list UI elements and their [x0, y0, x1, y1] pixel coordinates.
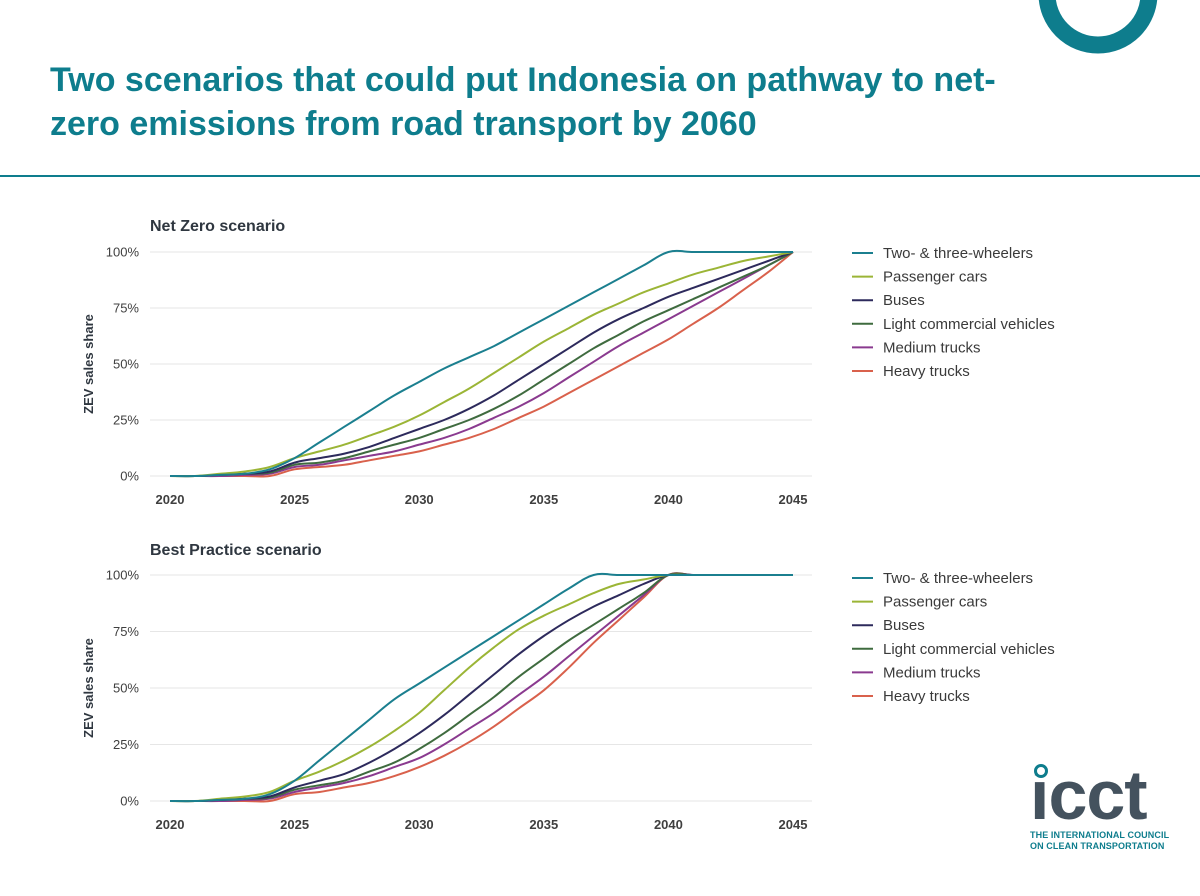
- series-line-2: [169, 251, 794, 478]
- legend-label: Two- & three-wheelers: [883, 570, 1033, 587]
- legend-label: Heavy trucks: [883, 363, 970, 380]
- chart-net-zero: Net Zero scenario 0% 25% 50% 75% 100% 2020 2025…: [81, 218, 1055, 507]
- y-tick-label: 0%: [120, 794, 139, 809]
- y-tick-label: 100%: [106, 245, 140, 260]
- x-tick-label: 2045: [779, 817, 808, 832]
- series-line-6: [169, 572, 793, 803]
- y-tick-label: 75%: [113, 301, 139, 316]
- logo-line-2: ON CLEAN TRANSPORTATION: [1030, 841, 1165, 851]
- logo-dot-icon: [1034, 764, 1048, 778]
- chart-title: Best Practice scenario: [150, 542, 322, 559]
- legend-label: Light commercial vehicles: [883, 641, 1055, 658]
- legend-label: Passenger cars: [883, 594, 987, 611]
- page-title: Two scenarios that could put Indonesia o…: [50, 61, 996, 143]
- series-line-1: [169, 249, 793, 478]
- series-line-5: [169, 251, 794, 478]
- legend-label: Buses: [883, 617, 925, 634]
- y-tick-label: 25%: [113, 413, 139, 428]
- chart-best-practice: Best Practice scenario 0% 25% 50% 75% 100% 202…: [81, 542, 1055, 832]
- x-tick-label: 2025: [280, 492, 309, 507]
- y-tick-label: 50%: [113, 357, 139, 372]
- legend-label: Buses: [883, 292, 925, 309]
- x-tick-label: 2030: [405, 492, 434, 507]
- x-tick-label: 2020: [156, 817, 185, 832]
- y-tick-label: 75%: [113, 624, 139, 639]
- y-axis-label: ZEV sales share: [81, 638, 96, 738]
- legend-label: Two- & three-wheelers: [883, 245, 1033, 262]
- legend-label: Passenger cars: [883, 269, 987, 286]
- x-tick-label: 2035: [529, 492, 558, 507]
- y-tick-label: 0%: [120, 469, 139, 484]
- series-line-6: [169, 251, 794, 478]
- y-tick-label: 100%: [106, 568, 140, 583]
- legend-label: Medium trucks: [883, 339, 981, 356]
- legend-label: Light commercial vehicles: [883, 316, 1055, 333]
- y-tick-label: 25%: [113, 737, 139, 752]
- legend-label: Medium trucks: [883, 664, 981, 681]
- series-line-4: [169, 251, 794, 478]
- logo-word: icct: [1030, 756, 1148, 834]
- series-line-5: [169, 572, 793, 803]
- series-line-1: [169, 572, 793, 803]
- y-tick-label: 50%: [113, 681, 139, 696]
- x-tick-label: 2030: [405, 817, 434, 832]
- x-tick-label: 2020: [156, 492, 185, 507]
- x-tick-label: 2040: [654, 817, 683, 832]
- legend-label: Heavy trucks: [883, 688, 970, 705]
- logo-line-1: THE INTERNATIONAL COUNCIL: [1030, 830, 1170, 840]
- series-line-3: [169, 251, 794, 478]
- x-tick-label: 2045: [779, 492, 808, 507]
- x-tick-label: 2025: [280, 817, 309, 832]
- x-tick-label: 2035: [529, 817, 558, 832]
- y-axis-label: ZEV sales share: [81, 314, 96, 414]
- chart-title: Net Zero scenario: [150, 218, 285, 235]
- icct-logo: icct THE INTERNATIONAL COUNCIL ON CLEAN …: [1030, 756, 1170, 852]
- series-line-4: [169, 572, 793, 803]
- title-divider: [0, 175, 1200, 177]
- x-tick-label: 2040: [654, 492, 683, 507]
